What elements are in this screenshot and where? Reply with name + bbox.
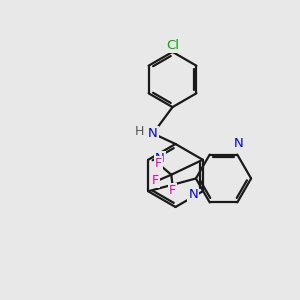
Text: N: N — [234, 137, 244, 150]
Text: H: H — [135, 124, 144, 138]
Text: Cl: Cl — [166, 39, 179, 52]
Text: F: F — [152, 174, 159, 187]
Text: N: N — [155, 152, 165, 165]
Text: F: F — [169, 184, 176, 197]
Text: N: N — [188, 188, 198, 201]
Text: N: N — [148, 127, 158, 140]
Text: F: F — [155, 157, 162, 170]
